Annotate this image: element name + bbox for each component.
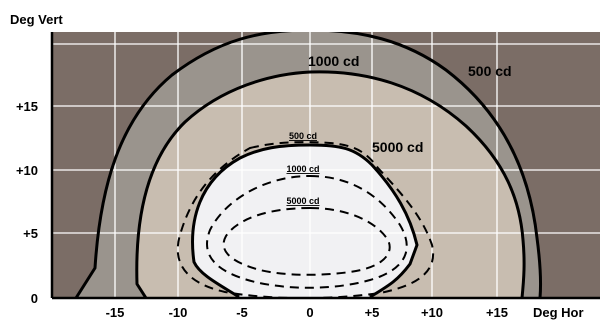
- x-tick-label: +10: [421, 305, 443, 320]
- x-tick-label: -5: [236, 305, 248, 320]
- x-tick-label: -15: [106, 305, 125, 320]
- dashed-contour-500-cd: [176, 141, 435, 298]
- dashed-contour-label-500-cd: 500 cd: [289, 131, 317, 141]
- contour-5000-cd: [191, 143, 419, 298]
- contour-label-5000-cd: 5000 cd: [372, 139, 423, 155]
- dashed-contour-1000-cd: [206, 174, 408, 289]
- x-tick-label: +15: [486, 305, 508, 320]
- y-tick-label: 0: [31, 291, 38, 306]
- contour-1000-cd: [135, 70, 526, 298]
- dashed-contour-label-1000-cd: 1000 cd: [286, 164, 319, 174]
- x-tick-label: 0: [306, 305, 313, 320]
- x-tick-label: +5: [365, 305, 380, 320]
- y-tick-label: +10: [16, 163, 38, 178]
- dashed-contour-5000-cd: [222, 206, 391, 276]
- y-tick-label: +5: [23, 226, 38, 241]
- x-tick-label: -10: [169, 305, 188, 320]
- x-axis-title: Deg Hor: [533, 305, 584, 320]
- y-axis-title: Deg Vert: [10, 12, 63, 27]
- dashed-contour-label-5000-cd: 5000 cd: [286, 196, 319, 206]
- contour-500-cd: [74, 32, 543, 298]
- zone-5000-cd: [192, 145, 417, 297]
- contour-label-500-cd: 500 cd: [468, 63, 512, 79]
- y-tick-label: +15: [16, 99, 38, 114]
- contour-label-1000-cd: 1000 cd: [308, 53, 359, 69]
